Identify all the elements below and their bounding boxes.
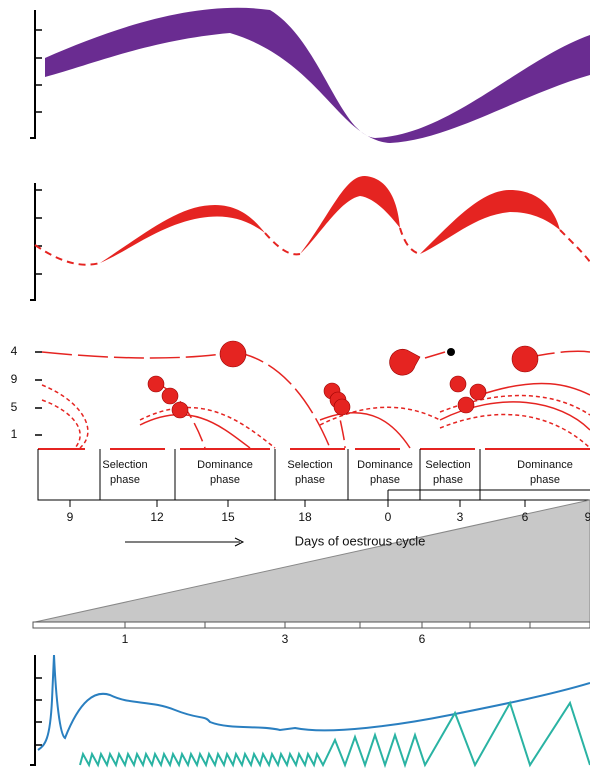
phase-label: phase (210, 474, 240, 486)
phase-label: phase (530, 474, 560, 486)
day-label: 9 (67, 510, 74, 524)
purple-band (45, 7, 590, 144)
follicles (147, 340, 539, 419)
trace-panel (30, 654, 590, 769)
lower-axis-label: 6 (419, 632, 426, 646)
day-label: 12 (150, 510, 164, 524)
day-label: 0 (385, 510, 392, 524)
day-label: 6 (522, 510, 529, 524)
hormone-panel-2 (30, 175, 590, 301)
axis (30, 183, 36, 301)
size-label: 9 (11, 372, 18, 386)
dashed-trace (34, 227, 590, 266)
wedge (34, 499, 590, 623)
phase-label: phase (370, 474, 400, 486)
oocyte (447, 348, 455, 356)
arrow (424, 351, 446, 359)
phase-box (37, 449, 590, 501)
hormone-panel-1 (30, 7, 590, 144)
axis (30, 10, 36, 139)
axis (30, 655, 36, 766)
ticks (35, 677, 42, 746)
follicle-panel (35, 340, 590, 547)
size-label: 4 (11, 344, 18, 358)
day-label: 18 (298, 510, 312, 524)
phase-label: phase (433, 474, 463, 486)
ticks (35, 189, 42, 275)
phase-label: Selection (102, 459, 147, 471)
day-ticks (69, 500, 589, 507)
ticks (35, 29, 42, 113)
axis-bar (32, 621, 590, 629)
phase-label: Selection (425, 459, 470, 471)
size-label: 1 (11, 427, 18, 441)
ticks (35, 351, 42, 436)
phase-label: phase (295, 474, 325, 486)
phase-label: Dominance (197, 459, 253, 471)
day-label: 3 (457, 510, 464, 524)
day-arrows (125, 537, 590, 547)
phase-label: phase (110, 474, 140, 486)
axis-title: Days of oestrous cycle (295, 533, 426, 548)
phase-label: Dominance (357, 459, 413, 471)
blue-trace (37, 654, 590, 751)
day-label: 15 (221, 510, 235, 524)
follicle-traces (41, 350, 590, 449)
day-label: 9 (585, 510, 590, 524)
lower-axis-label: 1 (122, 632, 129, 646)
phase-label: Dominance (517, 459, 573, 471)
phase-label: Selection (287, 459, 332, 471)
red-band (420, 190, 560, 254)
teal-trace (79, 700, 590, 769)
axis-ticks (124, 622, 531, 628)
lower-axis-panel (32, 499, 590, 629)
red-band (300, 175, 400, 254)
size-label: 5 (11, 400, 18, 414)
red-band (100, 205, 265, 263)
lower-axis-label: 3 (282, 632, 289, 646)
